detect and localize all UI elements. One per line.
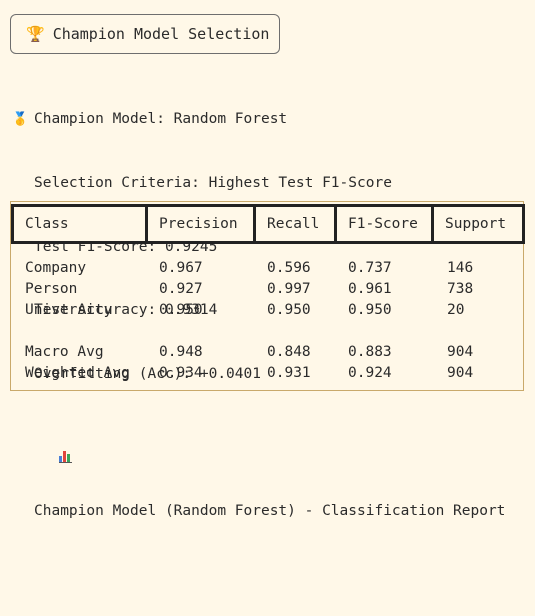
cell-f1: 0.950 (348, 302, 392, 318)
champion-text: Champion Model: Random Forest (34, 111, 288, 128)
header-title: Champion Model Selection (52, 25, 270, 43)
overfitting-text: Overfitting (Acc): +0.0401 (34, 365, 261, 382)
trophy-icon: 🏆 (26, 25, 45, 43)
cell-support: 20 (447, 302, 465, 318)
criteria-line: Selection Criteria: Highest Test F1-Scor… (12, 173, 505, 194)
header-precision: Precision (145, 204, 256, 244)
cell-class: University (25, 302, 113, 318)
champion-line: 🥇 Champion Model: Random Forest (12, 109, 505, 130)
header-support: Support (431, 204, 525, 244)
cell-f1: 0.924 (348, 365, 392, 381)
cell-support: 146 (447, 260, 474, 276)
report-title-line: Champion Model (Random Forest) - Classif… (12, 427, 505, 595)
classification-report-table: Class Precision Recall F1-Score Support … (10, 201, 525, 391)
cell-support: 738 (447, 281, 474, 297)
accuracy-line: Test Accuracy: 0.9314 (12, 300, 505, 321)
cell-support: 904 (447, 344, 474, 360)
cell-recall: 0.997 (267, 281, 311, 297)
overfitting-line: Overfitting (Acc): +0.0401 (12, 364, 505, 385)
cell-recall: 0.950 (267, 302, 311, 318)
cell-recall: 0.596 (267, 260, 311, 276)
cell-precision: 0.967 (159, 260, 203, 276)
cell-precision: 0.927 (159, 281, 203, 297)
cell-recall: 0.848 (267, 344, 311, 360)
header-recall: Recall (253, 204, 337, 244)
cell-class: Macro Avg (25, 344, 104, 360)
cell-class: Person (25, 281, 78, 297)
accuracy-text: Test Accuracy: 0.9314 (34, 302, 218, 319)
champion-selection-header: 🏆 Champion Model Selection (10, 14, 280, 54)
cell-class: Company (25, 260, 87, 276)
bar-chart-icon (12, 427, 72, 595)
criteria-text: Selection Criteria: Highest Test F1-Scor… (34, 175, 392, 192)
cell-class: Weighted Avg (25, 365, 130, 381)
cell-recall: 0.931 (267, 365, 311, 381)
cell-precision: 0.950 (159, 302, 203, 318)
header-f1-score: F1-Score (334, 204, 434, 244)
cell-precision: 0.948 (159, 344, 203, 360)
cell-f1: 0.961 (348, 281, 392, 297)
report-title-text: Champion Model (Random Forest) - Classif… (34, 502, 506, 519)
cell-f1: 0.883 (348, 344, 392, 360)
cell-f1: 0.737 (348, 260, 392, 276)
cell-support: 904 (447, 365, 474, 381)
medal-icon: 🥇 (12, 112, 29, 128)
header-class: Class (11, 204, 148, 244)
cell-precision: 0.934 (159, 365, 203, 381)
